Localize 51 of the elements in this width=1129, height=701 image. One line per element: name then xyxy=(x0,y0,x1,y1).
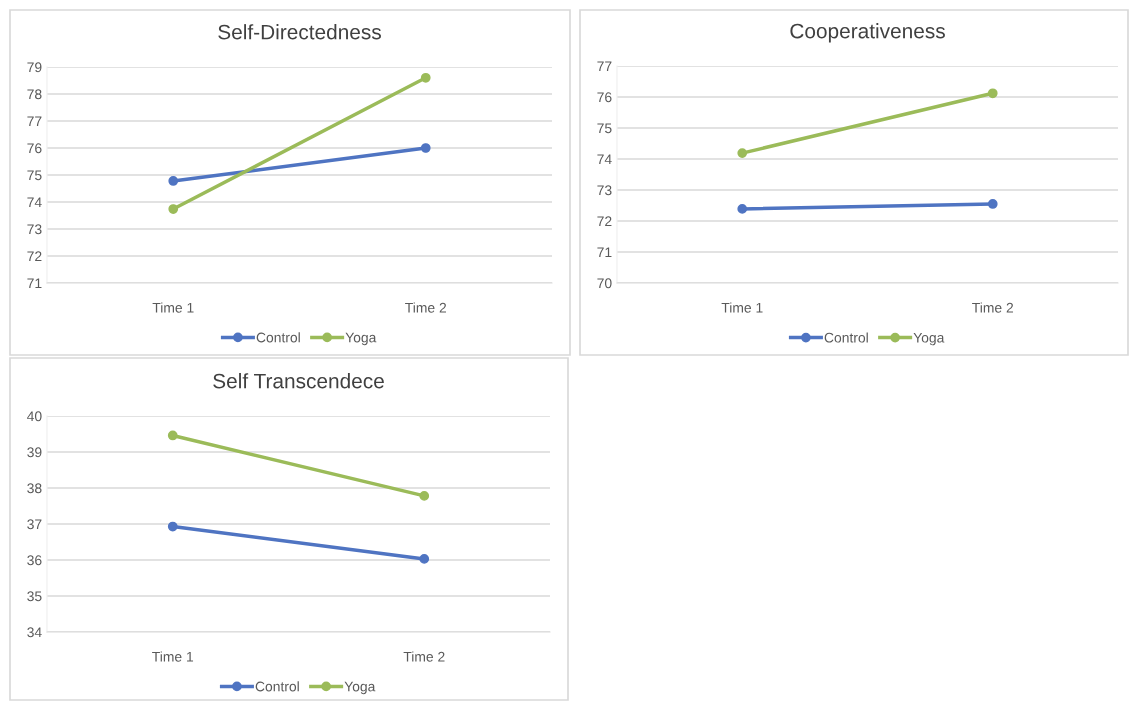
y-tick-label: 72 xyxy=(27,251,42,262)
y-tick-label: 36 xyxy=(27,555,42,566)
point xyxy=(987,199,998,209)
y-tick-label: 35 xyxy=(27,591,42,602)
x-tick-label: Time 1 xyxy=(152,651,194,662)
chart-title: Self-Directedness xyxy=(218,24,381,40)
legend-label: Yoga xyxy=(345,332,377,346)
y-tick-label: 72 xyxy=(597,216,612,227)
legend-label: Control xyxy=(824,332,868,343)
y-tick-label: 78 xyxy=(27,89,42,100)
y-tick-label: 70 xyxy=(597,278,612,289)
y-tick-label: 79 xyxy=(27,62,42,73)
legend-label: Yoga xyxy=(344,681,376,695)
y-tick-label: 38 xyxy=(27,483,42,494)
legend-label: Yoga xyxy=(913,332,945,346)
point xyxy=(420,72,431,83)
x-tick-label: Time 1 xyxy=(721,302,763,313)
point xyxy=(419,554,430,564)
point xyxy=(419,491,430,501)
y-tick-label: 77 xyxy=(27,116,42,127)
y-tick-label: 34 xyxy=(27,627,42,638)
point xyxy=(168,204,179,214)
y-tick-label: 40 xyxy=(27,411,42,422)
y-tick-label: 76 xyxy=(27,143,42,154)
chart-title: Self Transcendece xyxy=(213,373,384,389)
x-tick-label: Time 2 xyxy=(403,651,445,662)
y-tick-label: 73 xyxy=(597,185,612,196)
legend-label: Control xyxy=(256,332,300,343)
chart-title: Cooperativeness xyxy=(790,23,945,43)
x-tick-label: Time 2 xyxy=(972,302,1014,313)
point xyxy=(420,143,431,153)
y-tick-label: 74 xyxy=(597,154,612,165)
y-tick-label: 39 xyxy=(27,447,42,458)
point xyxy=(987,88,998,99)
y-tick-label: 73 xyxy=(27,224,42,235)
x-tick-label: Time 2 xyxy=(405,302,447,313)
y-tick-label: 37 xyxy=(27,519,42,530)
y-tick-label: 75 xyxy=(597,123,612,134)
legend-label: Control xyxy=(255,681,299,692)
y-tick-label: 77 xyxy=(597,61,612,72)
x-tick-label: Time 1 xyxy=(152,302,194,313)
y-tick-label: 74 xyxy=(27,197,42,208)
y-tick-label: 76 xyxy=(597,92,612,103)
point xyxy=(737,204,748,214)
point xyxy=(737,148,748,158)
y-tick-label: 75 xyxy=(27,170,42,181)
y-tick-label: 71 xyxy=(597,247,612,258)
point xyxy=(168,176,179,186)
point xyxy=(167,521,178,532)
y-tick-label: 71 xyxy=(27,278,42,289)
point xyxy=(167,430,178,441)
